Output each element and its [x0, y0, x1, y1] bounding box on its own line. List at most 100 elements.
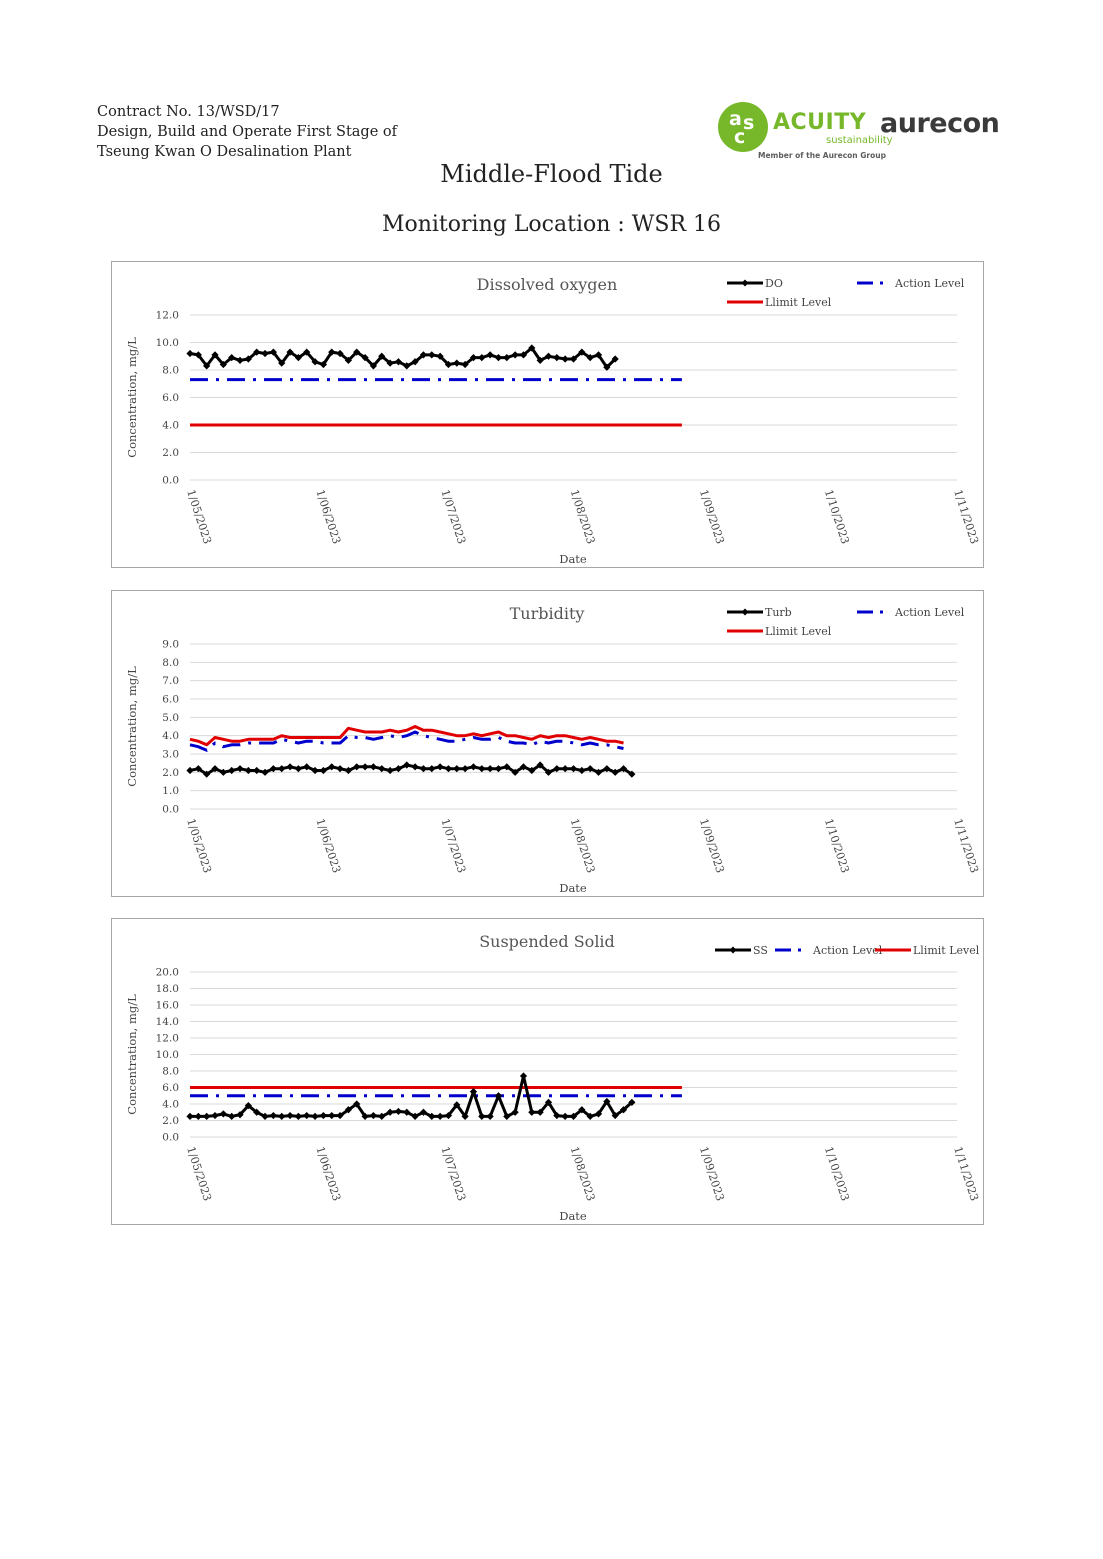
data-point — [378, 352, 386, 360]
data-point — [536, 761, 544, 769]
logo-group: a s c ACUITY sustainability Member of th… — [716, 100, 1000, 162]
data-point — [286, 348, 294, 356]
chart-svg: Dissolved oxygen 0.0 2.0 4.0 6.0 8.0 10.0 12.0 1… — [125, 275, 981, 566]
data-point — [469, 1088, 478, 1096]
data-point — [344, 356, 353, 364]
data-point — [203, 1112, 211, 1120]
y-tick-label: 3.0 — [162, 749, 179, 761]
data-point — [403, 761, 411, 769]
data-point — [544, 1098, 553, 1106]
acuity-logo-mark: a s c — [718, 102, 768, 152]
data-point — [194, 1112, 202, 1120]
data-point — [553, 354, 561, 362]
data-point — [286, 1111, 294, 1120]
data-point — [478, 1112, 486, 1120]
data-point — [603, 1097, 611, 1106]
x-tick-label: 1/08/2023 — [568, 488, 598, 546]
data-point — [303, 1111, 311, 1120]
y-tick-label: 20.0 — [156, 967, 179, 979]
x-tick-label: 1/08/2023 — [568, 1145, 598, 1203]
data-point — [444, 1111, 453, 1120]
data-point — [344, 766, 353, 775]
data-point — [528, 1108, 536, 1116]
data-point — [186, 349, 194, 358]
data-point — [336, 1111, 344, 1120]
data-point — [361, 354, 369, 362]
data-point — [436, 763, 444, 771]
data-point — [394, 765, 403, 773]
legend-item: Action Level — [775, 944, 883, 957]
x-tick-label: 1/07/2023 — [438, 817, 468, 875]
data-point — [436, 1112, 444, 1120]
y-tick-label: 6.0 — [162, 694, 179, 706]
acuity-member-text: Member of the Aurecon Group — [758, 151, 886, 160]
legend-label: DO — [765, 277, 783, 290]
data-point — [186, 1112, 194, 1120]
legend-item: Action Level — [857, 606, 965, 619]
y-tick-label: 10.0 — [156, 337, 179, 349]
y-tick-label: 6.0 — [162, 392, 179, 404]
contract-header: Contract No. 13/WSD/17 Design, Build and… — [97, 102, 397, 162]
x-axis-label: Date — [559, 881, 587, 895]
x-tick-label: 1/10/2023 — [822, 1145, 852, 1203]
data-point — [569, 355, 578, 363]
data-point — [561, 1112, 569, 1120]
x-tick-label: 1/05/2023 — [184, 488, 214, 546]
y-tick-label: 5.0 — [162, 712, 179, 724]
data-point — [278, 359, 286, 367]
data-point — [511, 351, 519, 359]
data-point — [619, 1106, 628, 1114]
data-point — [344, 1106, 353, 1114]
data-point — [336, 765, 344, 773]
y-tick-label: 4.0 — [162, 730, 179, 742]
data-point — [603, 363, 611, 371]
y-tick-label: 10.0 — [156, 1049, 179, 1061]
data-point — [453, 1101, 461, 1109]
chart-title: Dissolved oxygen — [477, 275, 618, 294]
legend-item: DO — [727, 277, 783, 290]
data-point — [369, 362, 378, 370]
data-point — [278, 1112, 286, 1120]
legend-item: Llimit Level — [727, 296, 832, 309]
data-point — [386, 766, 394, 775]
page-title: Middle-Flood Tide — [440, 160, 663, 188]
data-point — [611, 1111, 619, 1120]
data-point — [378, 765, 386, 773]
data-point — [211, 351, 219, 359]
y-tick-label: 12.0 — [156, 310, 179, 322]
data-point — [594, 1110, 603, 1118]
y-axis-label: Concentration, mg/L — [125, 666, 139, 787]
x-tick-label: 1/09/2023 — [697, 817, 727, 875]
legend-item: Turb — [727, 606, 792, 619]
data-point — [386, 359, 394, 367]
chart-svg: Suspended Solid 0.0 2.0 4.0 6.0 8.0 10.0 12.0 14… — [125, 932, 981, 1223]
data-point — [628, 1098, 636, 1106]
data-point — [494, 765, 503, 773]
series-line — [189, 346, 617, 369]
data-point — [461, 360, 469, 369]
data-point — [236, 356, 244, 364]
data-point — [269, 348, 277, 356]
y-tick-label: 18.0 — [156, 983, 179, 995]
acuity-logo-text: ACUITY — [773, 110, 867, 135]
x-tick-label: 1/10/2023 — [822, 817, 852, 875]
chart-turbidity: Turbidity 0.0 1.0 2.0 3.0 4.0 5.0 6.0 7.0 8.0 9.0 1… — [111, 590, 984, 897]
data-point — [244, 766, 252, 775]
data-point — [319, 766, 327, 775]
y-tick-label: 2.0 — [162, 767, 179, 779]
x-tick-label: 1/06/2023 — [313, 488, 343, 546]
chart-dissolved-oxygen: Dissolved oxygen 0.0 2.0 4.0 6.0 8.0 10.0 12.0 1… — [111, 261, 984, 568]
x-tick-label: 1/06/2023 — [313, 817, 343, 875]
x-tick-label: 1/06/2023 — [313, 1145, 343, 1203]
data-point — [561, 765, 569, 773]
data-point — [478, 354, 486, 362]
data-point — [578, 1106, 586, 1114]
y-tick-label: 4.0 — [162, 420, 179, 432]
data-point — [369, 763, 378, 771]
y-tick-label: 14.0 — [156, 1016, 179, 1028]
data-point — [294, 354, 302, 362]
legend-label: Turb — [765, 606, 792, 619]
data-point — [328, 348, 336, 356]
data-point — [553, 765, 561, 773]
data-point — [294, 1112, 302, 1120]
